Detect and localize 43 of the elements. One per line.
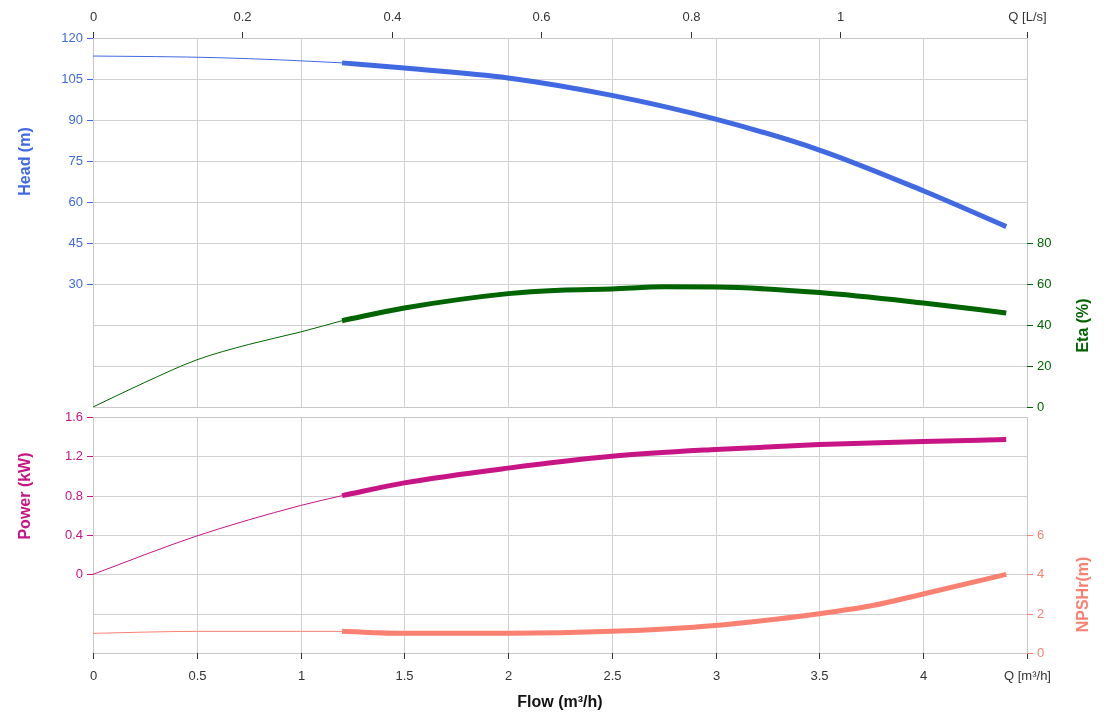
x-tick-label: 0.5	[188, 667, 207, 683]
y-axis-title: Head (m)	[16, 127, 34, 196]
y2-axis-title: Eta (%)	[1074, 298, 1092, 353]
x-tick-label: 4	[919, 667, 928, 683]
x-tick-label: 2.5	[603, 667, 622, 683]
x-axis-title: Flow (m³/h)	[517, 693, 603, 711]
x2-tick-label: 0.4	[383, 8, 402, 24]
y2-tick-label: 0	[1037, 645, 1045, 661]
x2-tick-label: 0.8	[682, 8, 701, 24]
y-tick-label: 90	[68, 112, 83, 128]
y2-tick-label: 6	[1037, 527, 1045, 543]
y-tick-label: 0	[75, 566, 83, 582]
x-tick-label: Q [m³/h]	[1004, 667, 1051, 683]
y2-tick-label: 2	[1037, 606, 1045, 622]
x-tick-label: 3	[712, 667, 721, 683]
y2-tick-label: 20	[1037, 358, 1052, 374]
y-tick-label: 0.4	[64, 527, 83, 543]
y-axis-title: Power (kW)	[16, 452, 34, 540]
x-tick-label: 1.5	[395, 667, 414, 683]
y2-tick-label: 40	[1037, 317, 1052, 333]
y2-axis-title: NPSHr(m)	[1074, 556, 1092, 633]
y-tick-label: 120	[61, 30, 83, 46]
y-tick-label: 1.2	[64, 448, 83, 464]
x2-tick-label: 0	[89, 8, 98, 24]
x-tick-label: 0	[89, 667, 98, 683]
y-tick-label: 1.6	[64, 409, 83, 425]
x2-tick-label: 1	[836, 8, 845, 24]
x2-tick-label: 0.6	[532, 8, 551, 24]
y2-tick-label: 80	[1037, 235, 1052, 251]
y2-tick-label: 60	[1037, 276, 1052, 292]
x-tick-label: 3.5	[810, 667, 829, 683]
y-tick-label: 60	[68, 194, 83, 210]
y-tick-label: 0.8	[64, 488, 83, 504]
x-tick-label: 1	[297, 667, 306, 683]
y-tick-label: 105	[61, 71, 83, 87]
y2-tick-label: 4	[1037, 566, 1045, 582]
x2-tick-label: 0.2	[233, 8, 252, 24]
y-tick-label: 30	[68, 276, 83, 292]
x2-tick-label: Q [L/s]	[1008, 8, 1047, 24]
y-tick-label: 45	[68, 235, 83, 251]
y2-tick-label: 0	[1037, 399, 1045, 415]
y-tick-label: 75	[68, 153, 83, 169]
x-tick-label: 2	[504, 667, 513, 683]
